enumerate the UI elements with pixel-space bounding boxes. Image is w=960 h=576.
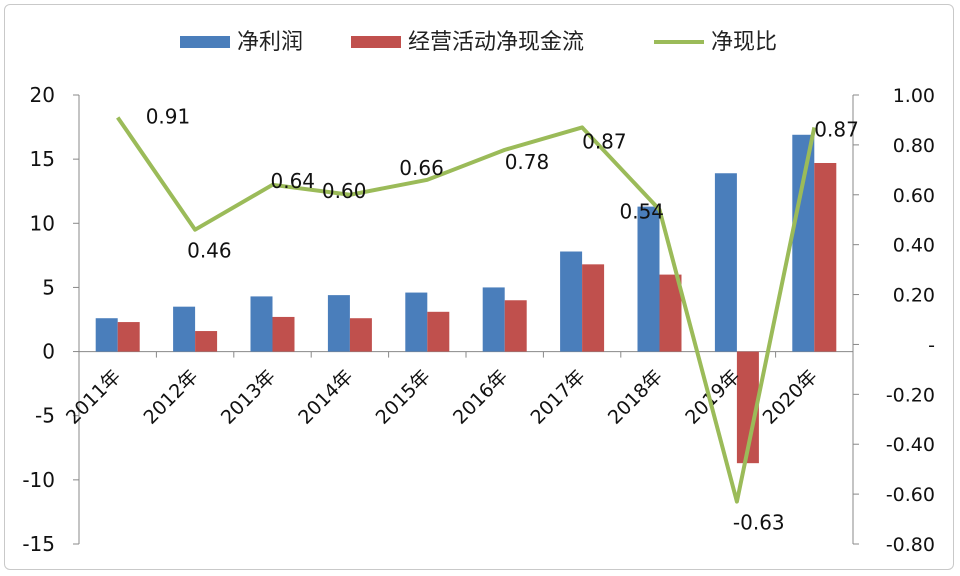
data-label-ratio: 0.54 — [620, 200, 665, 224]
data-label-ratio: 0.46 — [187, 239, 232, 263]
legend-item: 经营活动净现金流 — [351, 30, 584, 55]
y-right-tick-label: -0.60 — [886, 484, 935, 506]
bar-net-profit — [95, 318, 118, 352]
bar-net-profit — [250, 296, 273, 352]
x-tick-label: 2012年 — [139, 366, 202, 429]
bar-net-profit — [482, 287, 505, 352]
y-left-tick-label: -5 — [35, 404, 55, 428]
data-label-ratio: 0.91 — [146, 104, 191, 128]
bar-operating-cash-flow — [814, 162, 837, 352]
legend-item: 净利润 — [180, 30, 303, 55]
data-label-ratio: 0.64 — [271, 169, 316, 193]
bar-net-profit — [173, 306, 196, 352]
x-tick-label: 2013年 — [217, 366, 280, 429]
legend-label: 经营活动净现金流 — [408, 30, 584, 55]
y-right-tick-label: 1.00 — [893, 85, 935, 107]
legend-swatch — [180, 36, 230, 48]
bar-operating-cash-flow — [195, 331, 218, 352]
line-net-cash-ratio — [116, 116, 817, 504]
bar-operating-cash-flow — [736, 351, 759, 464]
y-right-tick-label: -0.40 — [886, 434, 935, 456]
bar-net-profit — [405, 292, 428, 352]
bar-operating-cash-flow — [427, 311, 450, 352]
data-label-ratio: 0.66 — [399, 156, 444, 180]
x-tick-label: 2018年 — [604, 366, 667, 429]
bar-net-profit — [637, 206, 660, 352]
data-label-ratio: 0.60 — [322, 179, 367, 203]
data-label-ratio: -0.63 — [733, 511, 785, 535]
y-right-tick-label: -0.20 — [886, 384, 935, 406]
y-right-tick-label: 0.20 — [893, 285, 935, 307]
bar-operating-cash-flow — [659, 274, 682, 352]
x-tick-label: 2011年 — [62, 366, 125, 429]
y-right-tick-label: 0.60 — [893, 185, 935, 207]
y-left-tick-label: 20 — [30, 83, 55, 107]
y-left-tick-label: 10 — [30, 211, 55, 235]
legend-label: 净利润 — [237, 30, 303, 55]
bar-net-profit — [560, 251, 583, 352]
x-tick-label: 2017年 — [526, 366, 589, 429]
y-right-tick-label: 0.40 — [893, 235, 935, 257]
bar-operating-cash-flow — [582, 264, 605, 352]
y-left-tick-label: -15 — [22, 532, 55, 556]
x-tick-label: 2015年 — [372, 366, 435, 429]
bar-operating-cash-flow — [349, 318, 372, 352]
bar-net-profit — [714, 173, 737, 352]
y-right-tick-label: - — [928, 334, 935, 356]
bar-operating-cash-flow — [504, 300, 527, 352]
legend-item: 净现比 — [654, 30, 777, 55]
legend-label: 净现比 — [711, 30, 777, 55]
x-tick-label: 2020年 — [759, 366, 822, 429]
y-left-tick-label: 5 — [42, 275, 55, 299]
x-tick-label: 2016年 — [449, 366, 512, 429]
bar-net-profit — [792, 134, 815, 352]
x-tick-label: 2014年 — [294, 366, 357, 429]
y-right-tick-label: -0.80 — [886, 534, 935, 556]
bar-operating-cash-flow — [117, 322, 140, 352]
y-left-tick-label: 0 — [42, 340, 55, 364]
y-right-tick-label: 0.80 — [893, 135, 935, 157]
y-left-tick-label: -10 — [22, 468, 55, 492]
y-left-tick-label: 15 — [30, 147, 55, 171]
data-label-ratio: 0.87 — [814, 117, 859, 141]
x-tick-label: 2019年 — [681, 366, 744, 429]
bar-net-profit — [327, 295, 350, 352]
data-label-ratio: 0.78 — [505, 150, 550, 174]
legend-swatch — [351, 36, 401, 48]
data-label-ratio: 0.87 — [582, 129, 627, 153]
bar-operating-cash-flow — [272, 316, 295, 352]
